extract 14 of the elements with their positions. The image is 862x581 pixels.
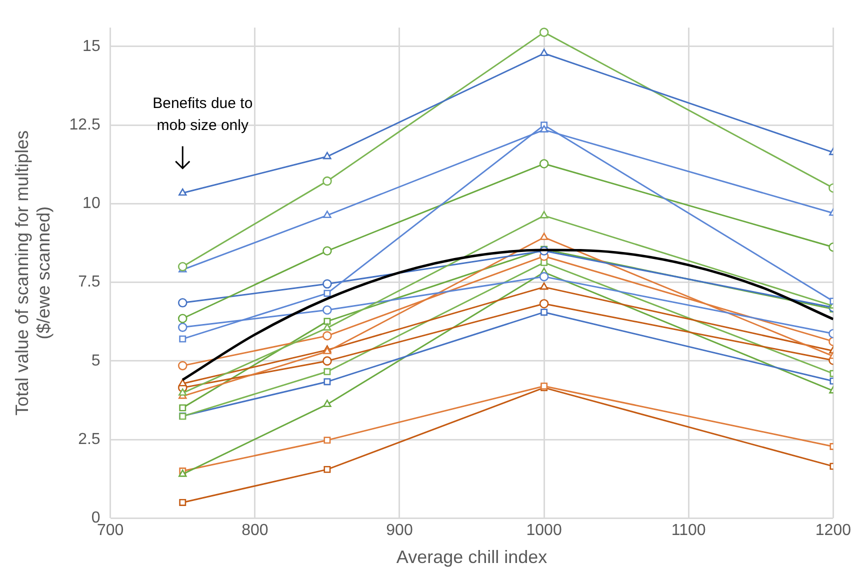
x-tick-label: 1200 [815,522,852,540]
y-tick-label: 7.5 [78,274,100,291]
x-tick-label: 1100 [671,522,706,540]
y-tick-label: 2.5 [78,430,100,448]
y-tick-label: 15 [82,38,100,55]
x-tick-label: 800 [242,522,268,540]
annotation: Benefits due to mob size only [152,94,253,134]
x-axis-title: Average chill index [396,547,548,568]
y-tick-label: 5 [91,352,100,370]
y-tick-label: 10 [82,195,100,212]
x-tick-label: 900 [386,522,413,540]
y-tick-label: 12.5 [69,116,100,134]
x-tick-label: 1000 [526,522,562,540]
y-axis-title: Total value of scanning for multiples ($/ewe scanned) [12,130,54,416]
